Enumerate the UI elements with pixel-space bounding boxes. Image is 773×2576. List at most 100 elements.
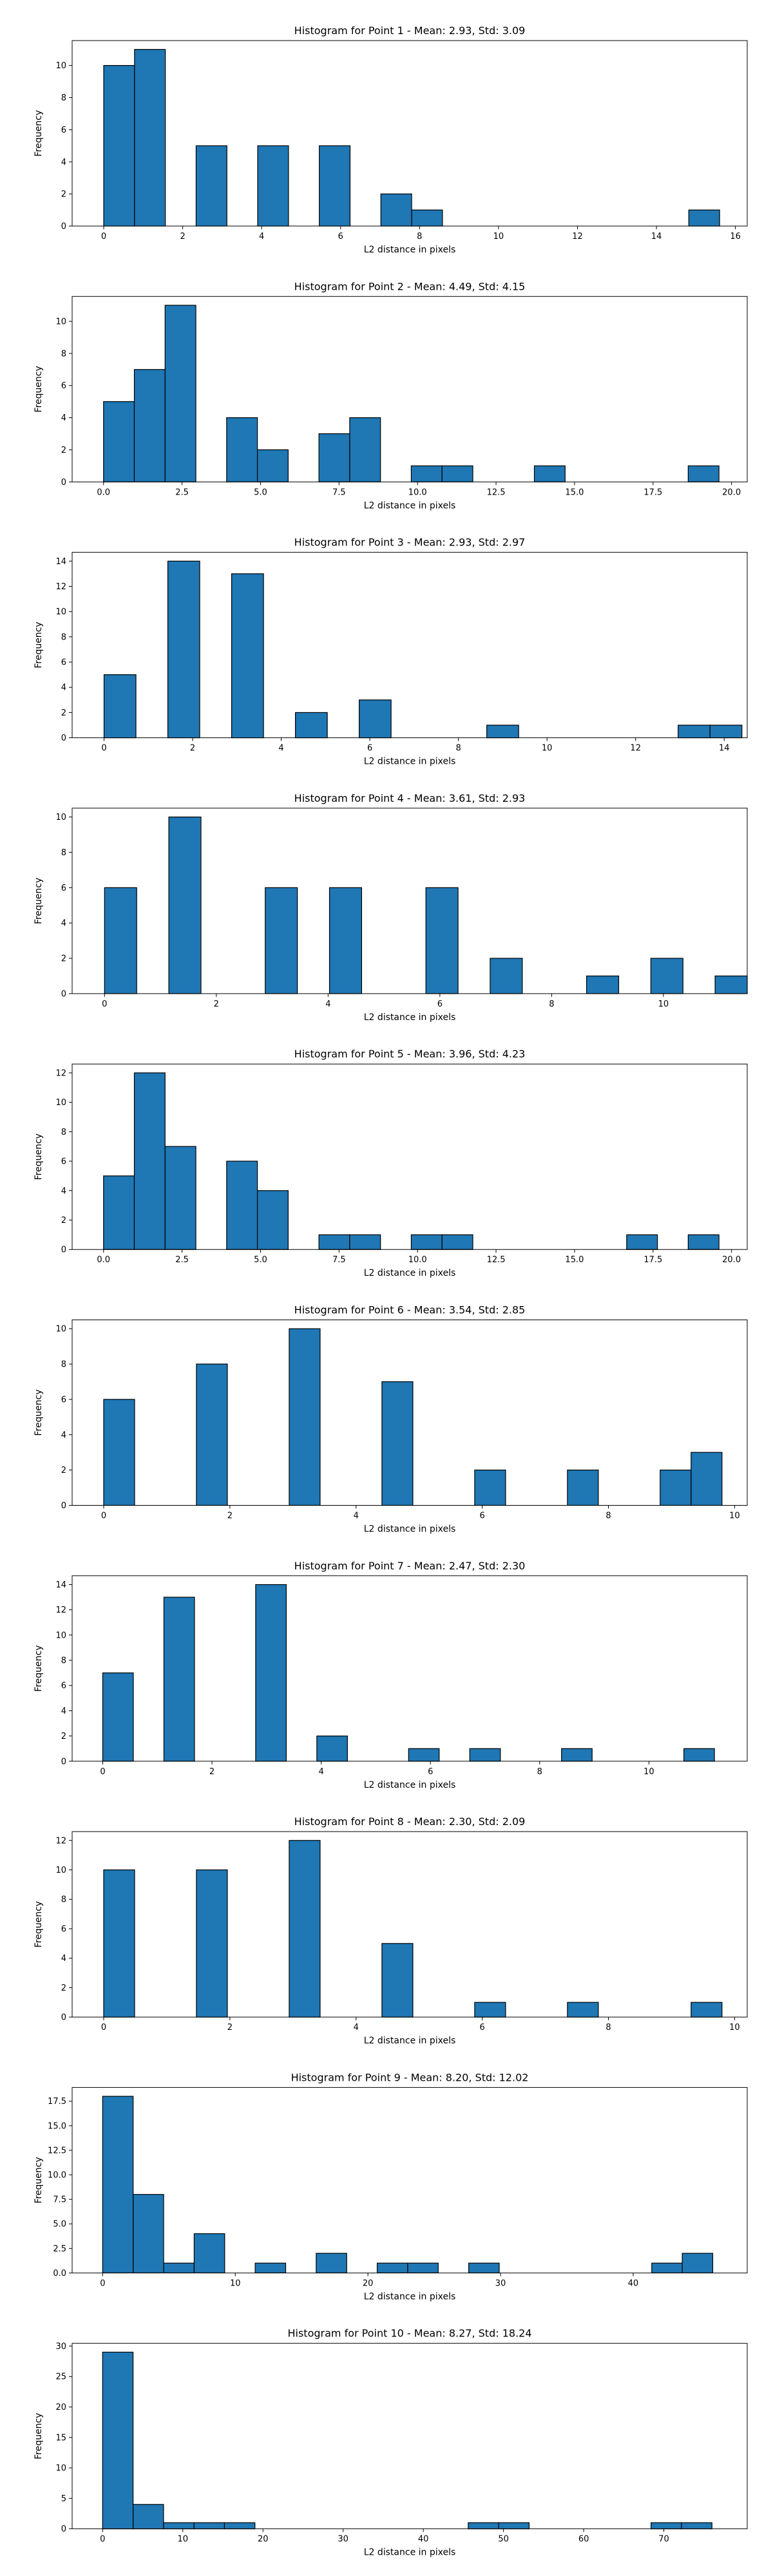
histogram-bar xyxy=(682,2253,714,2274)
y-tick-label: 2 xyxy=(61,1984,66,1993)
y-tick-label: 10 xyxy=(55,607,66,617)
histogram-bar xyxy=(490,958,523,994)
x-tick-label: 2 xyxy=(227,2023,233,2032)
histogram-bar xyxy=(196,1363,228,1506)
y-axis-label: Frequency xyxy=(33,1133,44,1180)
histogram-bar xyxy=(167,560,200,739)
y-tick-label: 8 xyxy=(61,1895,66,1905)
histogram-bar xyxy=(102,2351,134,2530)
y-tick-label: 10 xyxy=(55,2464,66,2474)
x-tick-label: 2 xyxy=(190,744,195,753)
histogram-bar xyxy=(691,2002,723,2018)
chart-title: Histogram for Point 9 - Mean: 8.20, Std:… xyxy=(291,2071,529,2083)
x-tick-label: 15.0 xyxy=(565,488,584,497)
y-tick-label: 4 xyxy=(61,919,66,929)
y-axis-label: Frequency xyxy=(33,366,44,412)
x-tick-label: 10 xyxy=(658,999,669,1009)
x-tick-label: 6 xyxy=(479,1511,484,1521)
histogram-bar xyxy=(651,2522,682,2530)
histogram-bar xyxy=(687,1234,720,1250)
x-tick-label: 0 xyxy=(102,999,107,1009)
x-tick-label: 50 xyxy=(498,2535,509,2544)
y-tick-label: 10 xyxy=(55,1631,66,1640)
y-tick-label: 4 xyxy=(61,683,66,693)
histogram-bar xyxy=(567,2002,599,2018)
histogram-bar xyxy=(714,975,748,994)
histogram-bar xyxy=(316,2253,347,2274)
chart-title: Histogram for Point 3 - Mean: 2.93, Std:… xyxy=(294,536,526,549)
x-axis-label: L2 distance in pixels xyxy=(364,2291,456,2302)
y-axis-label: Frequency xyxy=(33,110,44,156)
y-tick-label: 5.0 xyxy=(53,2220,66,2230)
axes-frame xyxy=(72,1063,748,1250)
histogram-bar xyxy=(561,1748,593,1762)
x-axis-label: L2 distance in pixels xyxy=(364,2036,456,2046)
y-tick-label: 12 xyxy=(55,1605,66,1615)
y-tick-label: 6 xyxy=(61,658,66,668)
chart-4: Histogram for Point 4 - Mean: 3.61, Std:… xyxy=(33,792,748,1023)
chart-title: Histogram for Point 8 - Mean: 2.30, Std:… xyxy=(294,1815,526,1828)
histogram-bar xyxy=(567,1470,599,1506)
histogram-bar xyxy=(683,1748,715,1762)
x-tick-label: 8 xyxy=(606,2023,611,2032)
x-tick-label: 5.0 xyxy=(254,488,267,497)
y-tick-label: 10 xyxy=(55,1098,66,1108)
histogram-bar xyxy=(468,2522,499,2530)
x-tick-label: 5.0 xyxy=(254,1255,267,1265)
x-tick-label: 4 xyxy=(354,1511,359,1521)
histogram-bar xyxy=(318,433,350,482)
y-tick-label: 2.5 xyxy=(53,2244,66,2254)
y-tick-label: 6 xyxy=(61,1395,66,1405)
x-tick-label: 40 xyxy=(628,2278,639,2288)
histogram-bar xyxy=(163,2262,195,2273)
histogram-bar xyxy=(196,1869,228,2018)
histogram-bar xyxy=(650,958,683,994)
y-tick-label: 10.0 xyxy=(48,2171,66,2181)
histogram-bar xyxy=(102,1672,134,1762)
y-tick-label: 10 xyxy=(55,1866,66,1875)
histogram-bar xyxy=(376,2262,408,2273)
histogram-bar xyxy=(164,1146,196,1250)
histogram-bar xyxy=(691,1452,723,1506)
y-tick-label: 4 xyxy=(61,158,66,167)
x-axis-label: L2 distance in pixels xyxy=(364,1268,456,1278)
x-tick-label: 0 xyxy=(100,2278,105,2288)
chart-9: Histogram for Point 9 - Mean: 8.20, Std:… xyxy=(33,2071,748,2302)
histogram-bar xyxy=(468,2262,500,2273)
x-tick-label: 12 xyxy=(572,232,583,242)
y-axis-label: Frequency xyxy=(33,1645,44,1692)
histogram-bar xyxy=(103,1869,135,2018)
x-tick-label: 2 xyxy=(227,1511,233,1521)
chart-title: Histogram for Point 7 - Mean: 2.47, Std:… xyxy=(294,1560,526,1572)
x-tick-label: 6 xyxy=(479,2023,484,2032)
histogram-bar xyxy=(687,465,720,482)
histogram-bar xyxy=(134,49,166,227)
chart-1: Histogram for Point 1 - Mean: 2.93, Std:… xyxy=(33,24,748,255)
histogram-bar xyxy=(407,2262,439,2273)
axes-frame xyxy=(72,1320,748,1506)
x-tick-label: 2.5 xyxy=(175,1255,189,1265)
x-tick-label: 8 xyxy=(456,744,461,753)
histogram-bar xyxy=(380,193,412,227)
y-tick-label: 4 xyxy=(61,1707,66,1716)
x-tick-label: 10 xyxy=(644,1767,654,1777)
histogram-bar xyxy=(533,465,566,482)
y-tick-label: 12 xyxy=(55,582,66,592)
axes-frame xyxy=(72,552,748,739)
y-tick-label: 15.0 xyxy=(48,2121,66,2131)
histogram-bar xyxy=(104,887,137,994)
x-tick-label: 60 xyxy=(578,2535,589,2544)
histogram-bar xyxy=(586,975,620,994)
x-tick-label: 17.5 xyxy=(644,1255,662,1265)
y-tick-label: 2 xyxy=(61,1216,66,1226)
chart-title: Histogram for Point 2 - Mean: 4.49, Std:… xyxy=(294,280,526,292)
histogram-bar xyxy=(163,2522,195,2530)
y-tick-label: 8 xyxy=(61,93,66,103)
x-axis-label: L2 distance in pixels xyxy=(364,245,456,255)
histogram-bar xyxy=(408,1748,440,1762)
x-tick-label: 0.0 xyxy=(97,1255,110,1265)
histogram-bar xyxy=(193,2233,225,2273)
histogram-bar xyxy=(688,209,720,227)
histogram-bar xyxy=(256,1190,289,1250)
